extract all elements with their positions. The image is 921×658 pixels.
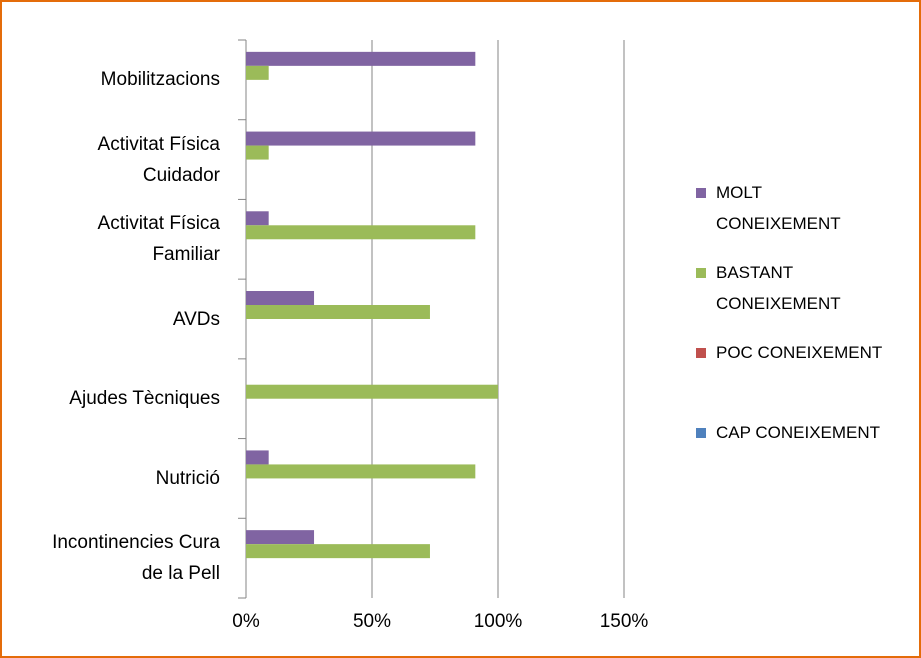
legend-swatch — [696, 188, 706, 198]
bar — [246, 464, 476, 479]
bar — [246, 544, 430, 559]
legend-label: POC CONEIXEMENT — [716, 343, 883, 362]
x-tick-label: 50% — [352, 611, 392, 632]
legend-swatch — [696, 348, 706, 358]
y-tick-label: Incontinencies Cura de la Pell — [52, 532, 220, 585]
x-tick-label: 0% — [232, 611, 260, 632]
bar — [246, 291, 315, 305]
bar — [246, 305, 430, 319]
bar — [246, 530, 315, 545]
bar — [246, 384, 498, 399]
x-tick-label: 100% — [473, 611, 523, 632]
bar — [246, 131, 476, 146]
bar — [246, 65, 269, 80]
y-tick-label: Activitat Física Familiar — [97, 213, 220, 266]
legend-swatch — [696, 268, 706, 278]
legend-label: CAP CONEIXEMENT — [716, 423, 881, 442]
y-tick-label: Ajudes Tècniques — [69, 388, 220, 410]
x-tick-label: 150% — [599, 611, 649, 632]
bar — [246, 145, 269, 160]
legend-swatch — [696, 428, 706, 438]
bar — [246, 225, 476, 240]
legend-label: MOLT CONEIXEMENT — [716, 183, 841, 233]
bar — [246, 450, 269, 465]
y-tick-label: Nutrició — [155, 467, 220, 489]
y-tick-label: Activitat Física Cuidador — [97, 133, 220, 186]
y-tick-label: Mobilitzacions — [100, 69, 220, 91]
bar — [246, 211, 269, 226]
legend-label: BASTANT CONEIXEMENT — [716, 263, 841, 313]
y-tick-label: AVDs — [172, 308, 220, 330]
bar — [246, 51, 476, 66]
